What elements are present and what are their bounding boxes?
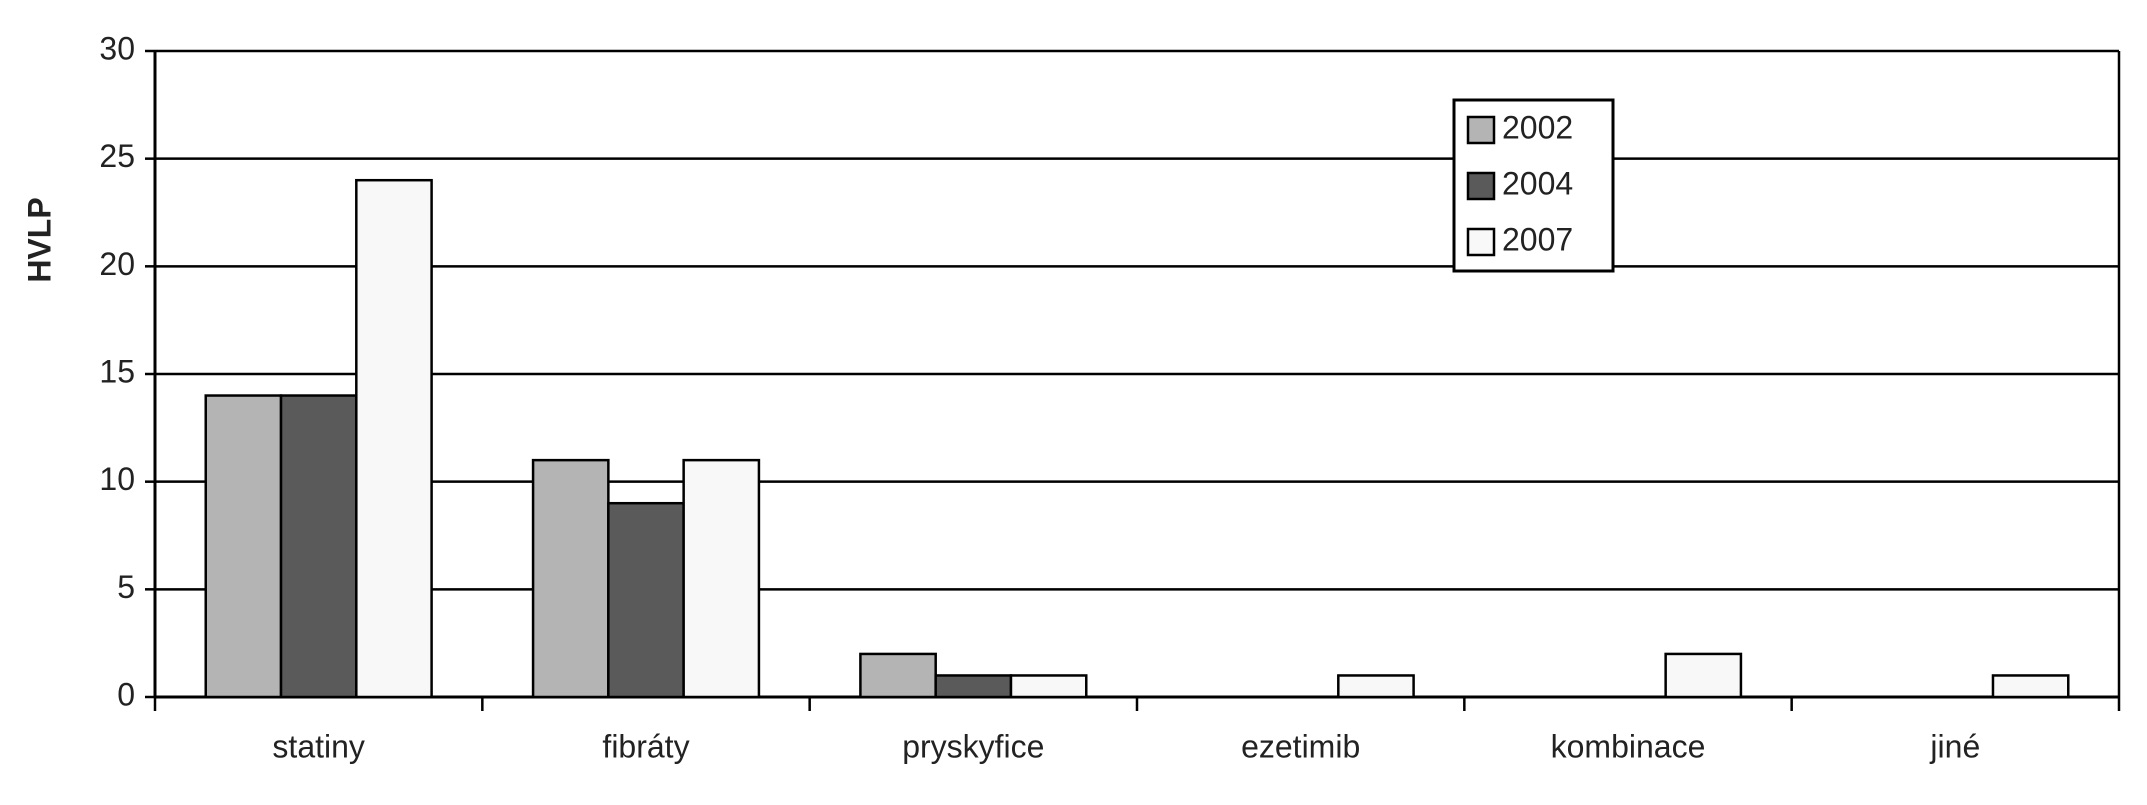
bar bbox=[1009, 674, 1088, 699]
bar bbox=[204, 394, 283, 699]
bar bbox=[607, 501, 685, 699]
x-tick-label: fibráty bbox=[602, 728, 689, 764]
x-tick-label: pryskyfice bbox=[902, 728, 1044, 764]
bar bbox=[1664, 652, 1743, 699]
bar bbox=[682, 458, 761, 699]
x-tick-label: kombinace bbox=[1551, 728, 1706, 764]
y-tick-label: 0 bbox=[117, 676, 135, 712]
y-tick-label: 10 bbox=[99, 461, 135, 497]
legend-swatch bbox=[1466, 227, 1496, 257]
y-tick-label: 25 bbox=[99, 138, 135, 174]
x-tick-label: jiné bbox=[1929, 728, 1980, 764]
bar bbox=[355, 178, 433, 699]
y-tick-label: 20 bbox=[99, 246, 135, 282]
y-tick-label: 15 bbox=[99, 353, 135, 389]
x-tick-label: ezetimib bbox=[1241, 728, 1360, 764]
bar bbox=[934, 674, 1013, 699]
legend-label: 2002 bbox=[1502, 109, 1573, 145]
bar bbox=[1337, 674, 1415, 699]
bar bbox=[279, 394, 358, 699]
y-tick-label: 30 bbox=[99, 30, 135, 66]
bar bbox=[859, 652, 937, 699]
y-axis-label: HVLP bbox=[21, 197, 57, 282]
legend-swatch bbox=[1466, 171, 1496, 201]
legend-label: 2007 bbox=[1502, 221, 1573, 257]
bar bbox=[531, 458, 610, 699]
y-tick-label: 5 bbox=[117, 569, 135, 605]
x-tick-label: statiny bbox=[272, 728, 364, 764]
legend-label: 2004 bbox=[1502, 165, 1573, 201]
bar bbox=[1991, 674, 2070, 699]
legend-swatch bbox=[1466, 115, 1496, 145]
